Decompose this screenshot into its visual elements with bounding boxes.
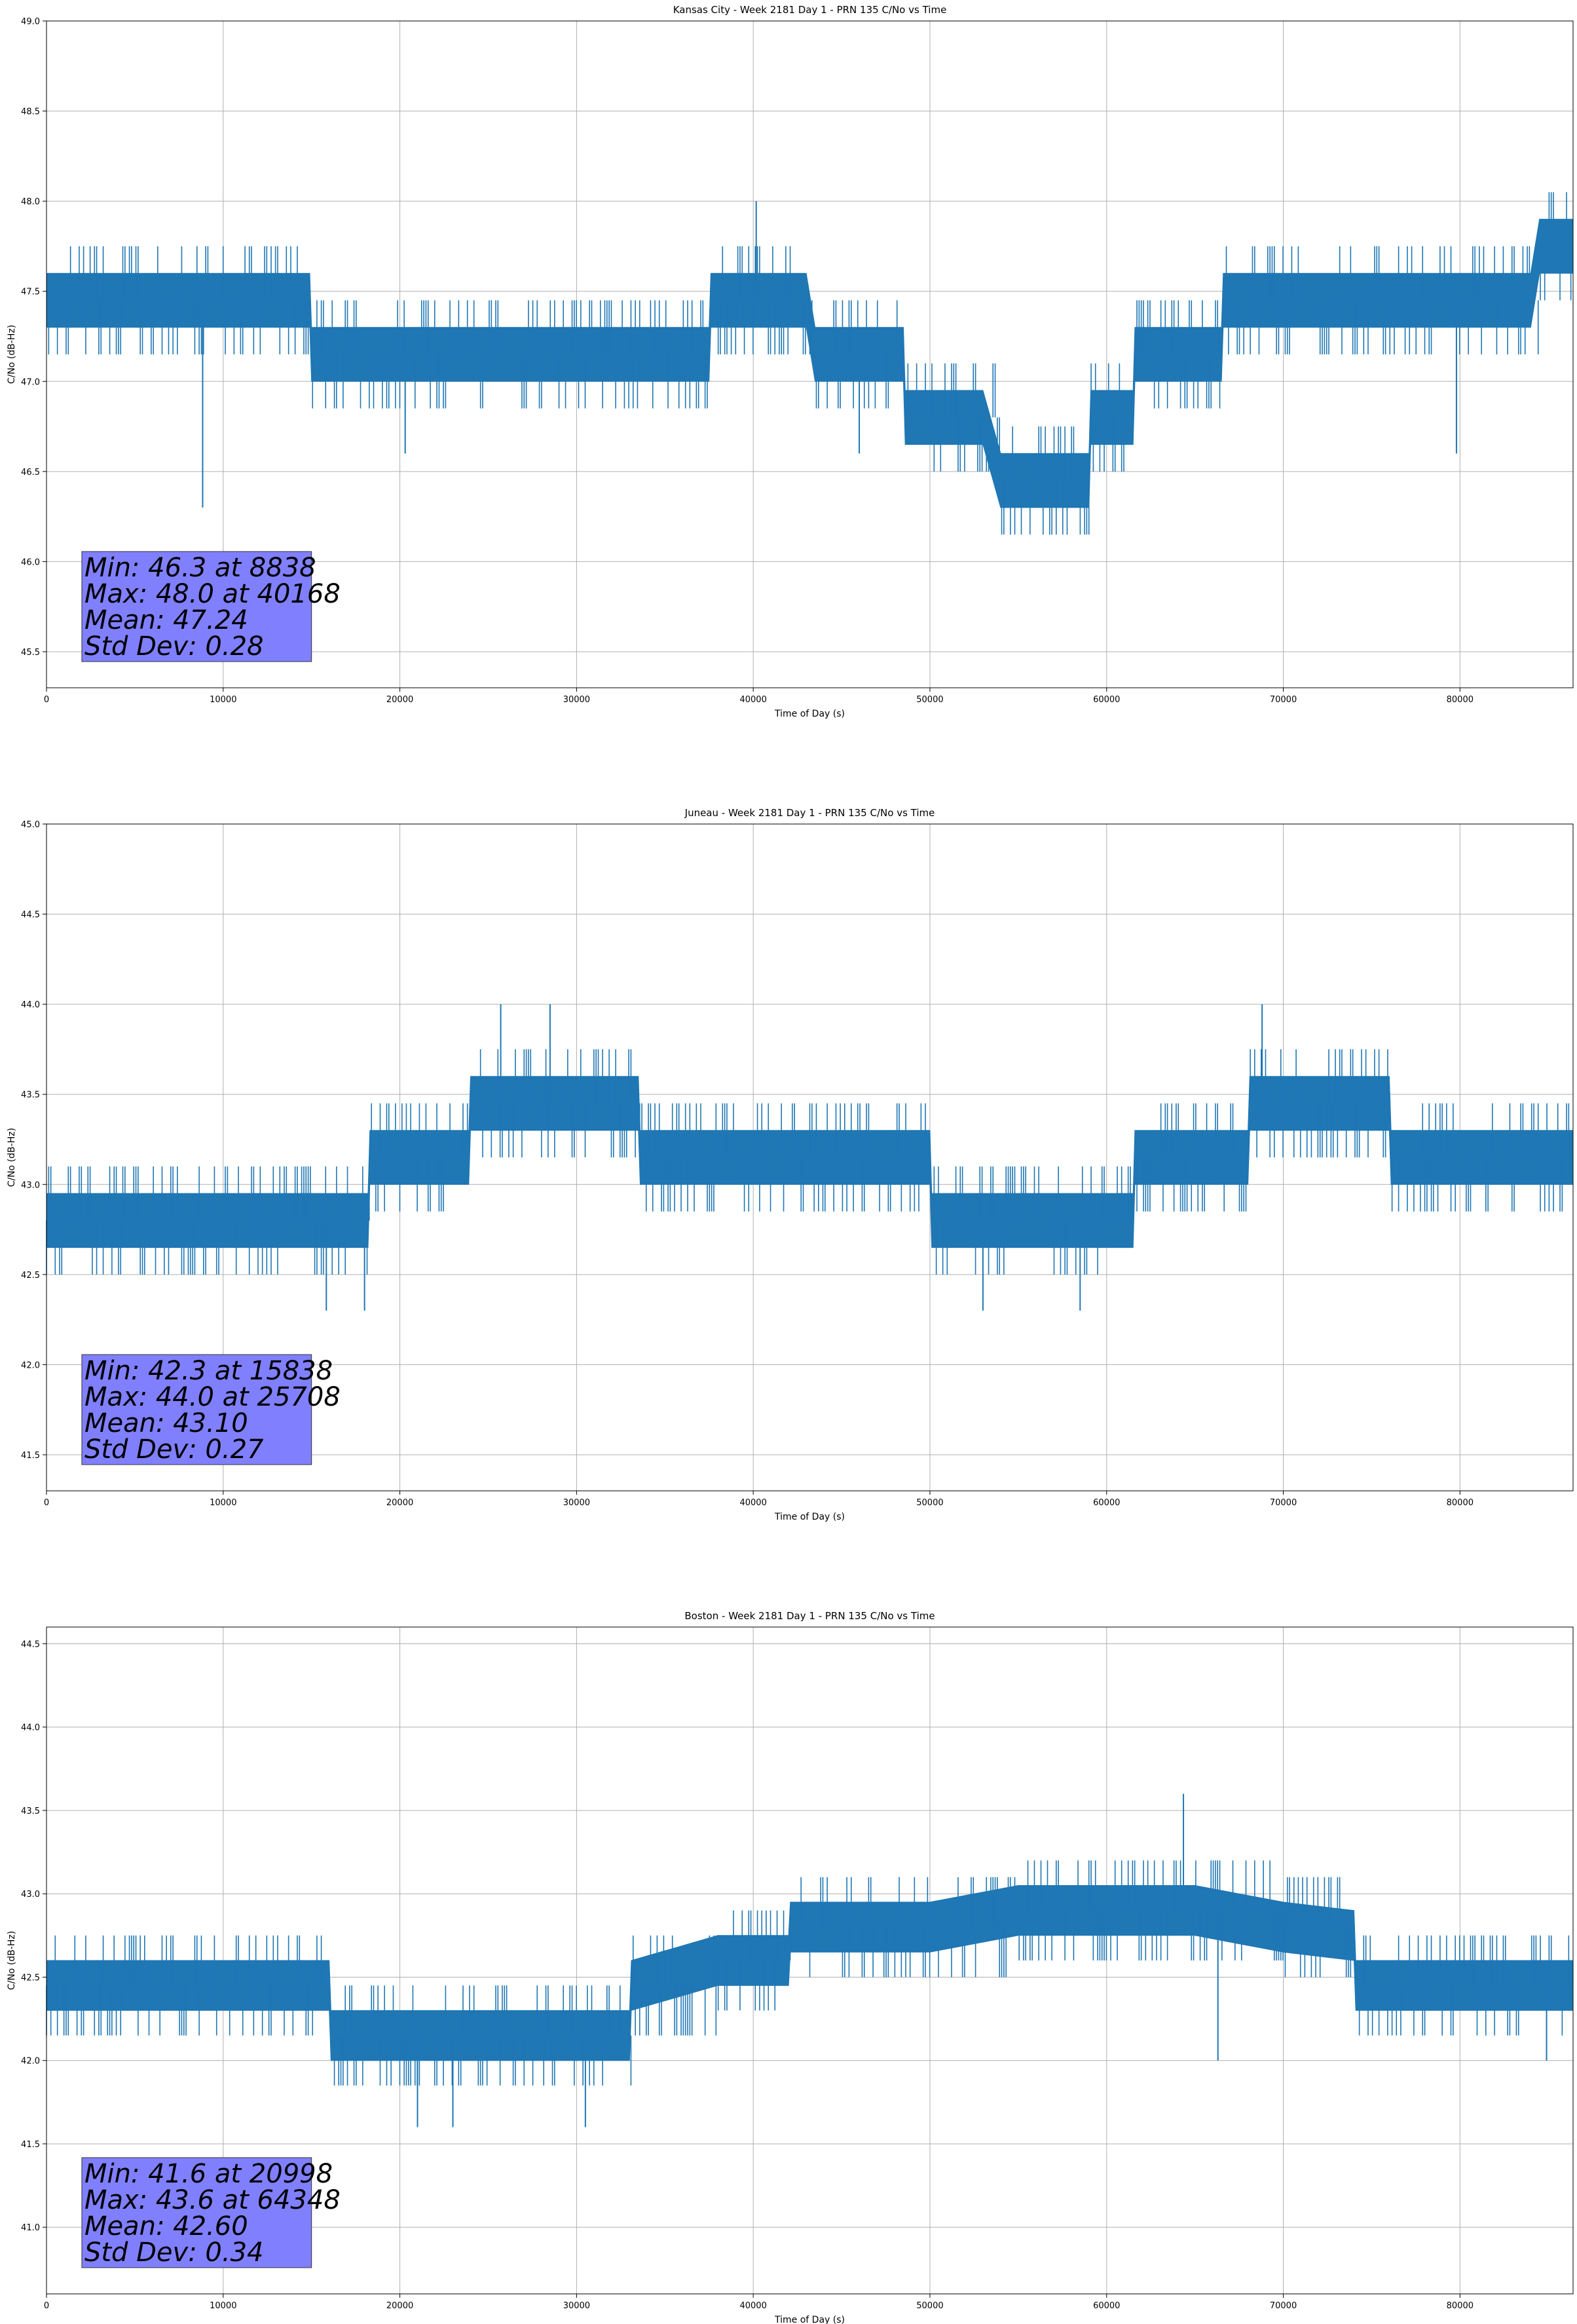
stats-line: Min: 46.3 at 8838 bbox=[84, 553, 316, 583]
axes-frame bbox=[46, 823, 1574, 1491]
x-tick-label: 10000 bbox=[210, 2301, 236, 2311]
stats-box bbox=[81, 2157, 312, 2268]
y-tick-label: 48.0 bbox=[21, 197, 40, 207]
y-tick-label: 43.5 bbox=[21, 1807, 40, 1816]
y-tick-label: 47.0 bbox=[21, 377, 40, 387]
stats-line: Max: 48.0 at 40168 bbox=[84, 579, 341, 609]
y-tick-label: 44.5 bbox=[21, 910, 40, 920]
y-axis-label: C/No (dB-Hz) bbox=[7, 1128, 17, 1187]
x-tick-label: 80000 bbox=[1447, 1498, 1474, 1508]
chart-title: Kansas City - Week 2181 Day 1 - PRN 135 … bbox=[673, 4, 947, 16]
y-axis-label: C/No (dB-Hz) bbox=[7, 1931, 17, 1990]
chart-panel-2: Juneau - Week 2181 Day 1 - PRN 135 C/No … bbox=[7, 807, 1574, 1522]
y-tick-label: 44.0 bbox=[21, 1723, 40, 1733]
y-tick-label: 42.0 bbox=[21, 1360, 40, 1370]
x-tick-label: 20000 bbox=[386, 2301, 413, 2311]
x-axis-label: Time of Day (s) bbox=[774, 2315, 845, 2324]
x-tick-label: 10000 bbox=[210, 695, 236, 705]
x-tick-label: 40000 bbox=[739, 695, 766, 705]
x-tick-label: 80000 bbox=[1447, 695, 1474, 705]
x-tick-label: 70000 bbox=[1270, 695, 1297, 705]
chart-panel-3: Boston - Week 2181 Day 1 - PRN 135 C/No … bbox=[7, 1610, 1574, 2324]
stats-line: Std Dev: 0.34 bbox=[84, 2238, 264, 2268]
x-tick-label: 0 bbox=[44, 2301, 49, 2311]
series-band bbox=[46, 1076, 1574, 1248]
x-tick-label: 70000 bbox=[1270, 1498, 1297, 1508]
stats-box bbox=[81, 551, 312, 662]
chart-title: Boston - Week 2181 Day 1 - PRN 135 C/No … bbox=[684, 1610, 935, 1622]
x-axis-label: Time of Day (s) bbox=[774, 1512, 845, 1522]
x-tick-label: 20000 bbox=[386, 695, 413, 705]
y-tick-label: 46.5 bbox=[21, 468, 40, 478]
axes-frame bbox=[46, 20, 1574, 688]
y-tick-label: 43.5 bbox=[21, 1091, 40, 1100]
x-tick-label: 30000 bbox=[563, 1498, 590, 1508]
x-tick-label: 60000 bbox=[1093, 695, 1120, 705]
x-axis-label: Time of Day (s) bbox=[774, 709, 845, 719]
y-axis-label: C/No (dB-Hz) bbox=[7, 325, 17, 384]
y-tick-label: 43.0 bbox=[21, 1890, 40, 1900]
y-tick-label: 47.5 bbox=[21, 288, 40, 297]
stats-line: Mean: 42.60 bbox=[84, 2211, 248, 2241]
x-tick-label: 30000 bbox=[563, 695, 590, 705]
y-tick-label: 46.0 bbox=[21, 557, 40, 567]
x-tick-label: 0 bbox=[44, 695, 49, 705]
x-tick-label: 60000 bbox=[1093, 1498, 1120, 1508]
x-tick-label: 40000 bbox=[739, 2301, 766, 2311]
y-tick-label: 48.5 bbox=[21, 107, 40, 117]
axes-frame bbox=[46, 1626, 1574, 2295]
x-tick-label: 50000 bbox=[916, 695, 943, 705]
stats-line: Max: 44.0 at 25708 bbox=[84, 1382, 341, 1412]
stats-box bbox=[81, 1354, 312, 1465]
x-tick-label: 50000 bbox=[916, 1498, 943, 1508]
x-tick-label: 0 bbox=[44, 1498, 49, 1508]
y-tick-label: 45.0 bbox=[21, 820, 40, 830]
x-tick-label: 40000 bbox=[739, 1498, 766, 1508]
x-tick-label: 60000 bbox=[1093, 2301, 1120, 2311]
y-tick-label: 42.5 bbox=[21, 1271, 40, 1281]
x-tick-label: 30000 bbox=[563, 2301, 590, 2311]
y-tick-label: 45.5 bbox=[21, 648, 40, 658]
y-tick-label: 41.5 bbox=[21, 1451, 40, 1461]
x-tick-label: 10000 bbox=[210, 1498, 236, 1508]
y-tick-label: 44.5 bbox=[21, 1640, 40, 1649]
stats-line: Std Dev: 0.28 bbox=[84, 631, 264, 662]
stats-line: Min: 41.6 at 20998 bbox=[84, 2159, 333, 2189]
stats-line: Min: 42.3 at 15838 bbox=[84, 1356, 333, 1386]
y-tick-label: 49.0 bbox=[21, 17, 40, 27]
x-tick-label: 20000 bbox=[386, 1498, 413, 1508]
chart-panel-1: Kansas City - Week 2181 Day 1 - PRN 135 … bbox=[7, 4, 1574, 719]
x-tick-label: 50000 bbox=[916, 2301, 943, 2311]
y-tick-label: 44.0 bbox=[21, 1000, 40, 1010]
stats-line: Mean: 43.10 bbox=[84, 1408, 248, 1438]
x-tick-label: 80000 bbox=[1447, 2301, 1474, 2311]
stats-line: Std Dev: 0.27 bbox=[84, 1434, 264, 1465]
y-tick-label: 42.0 bbox=[21, 2057, 40, 2067]
y-tick-label: 43.0 bbox=[21, 1180, 40, 1190]
x-tick-label: 70000 bbox=[1270, 2301, 1297, 2311]
stats-line: Mean: 47.24 bbox=[84, 605, 248, 635]
stats-line: Max: 43.6 at 64348 bbox=[84, 2185, 341, 2215]
y-tick-label: 42.5 bbox=[21, 1973, 40, 1983]
chart-title: Juneau - Week 2181 Day 1 - PRN 135 C/No … bbox=[684, 807, 935, 819]
y-tick-label: 41.5 bbox=[21, 2140, 40, 2150]
y-tick-label: 41.0 bbox=[21, 2223, 40, 2233]
